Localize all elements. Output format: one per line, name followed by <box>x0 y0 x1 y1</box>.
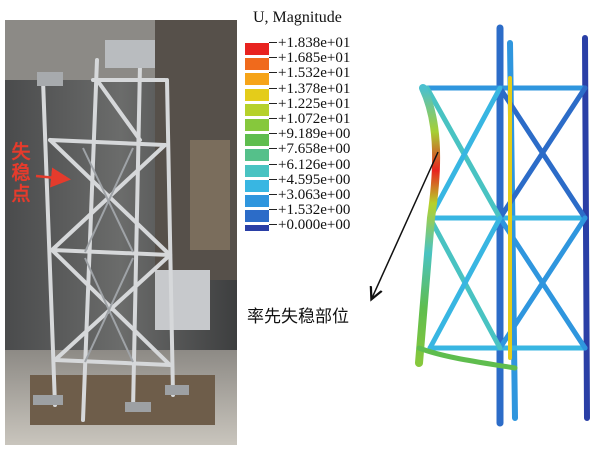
legend-label: +4.595e+00 <box>278 171 351 188</box>
legend-swatch <box>245 58 269 71</box>
legend-label: +1.532e+00 <box>278 202 351 219</box>
legend-label: +1.072e+01 <box>278 111 351 127</box>
instability-point-label: 失稳点 <box>11 141 31 205</box>
legend-swatch <box>245 195 269 207</box>
fea-displacement-model <box>415 24 590 427</box>
legend-label: +6.126e+00 <box>278 156 351 173</box>
legend-swatch <box>245 88 269 101</box>
legend-swatch <box>245 73 269 86</box>
legend-tick <box>269 148 277 150</box>
specimen-photo <box>5 20 237 445</box>
legend-swatch <box>245 164 269 177</box>
legend-swatch <box>245 179 269 192</box>
legend-label: +0.000e+00 <box>278 217 351 234</box>
legend-entry: +4.595e+00 <box>245 172 395 192</box>
legend-label: +1.378e+01 <box>278 80 351 97</box>
legend-tick <box>269 133 277 135</box>
legend-label: +1.838e+01 <box>278 35 351 51</box>
legend-entry: +1.532e+00 <box>245 203 395 223</box>
legend-label: +3.063e+00 <box>278 187 351 203</box>
legend-tick <box>269 178 277 180</box>
legend-swatch <box>245 43 269 55</box>
legend-entry: +1.685e+01 <box>245 51 395 71</box>
first-instability-callout: 率先失稳部位 <box>247 307 349 327</box>
legend-entry: +9.189e+00 <box>245 127 395 147</box>
legend-swatch <box>245 149 269 162</box>
legend-tick <box>269 224 277 226</box>
legend-entry: +7.658e+00 <box>245 142 395 162</box>
legend-entry: +6.126e+00 <box>245 157 395 177</box>
legend-entry: +1.532e+01 <box>245 66 395 86</box>
legend-tick <box>269 57 277 59</box>
legend-swatch <box>245 225 269 232</box>
legend-label: +9.189e+00 <box>278 126 351 143</box>
legend-tick <box>269 118 277 119</box>
legend-entry: +1.378e+01 <box>245 81 395 101</box>
legend-tick <box>269 194 277 195</box>
legend-label: +1.685e+01 <box>278 50 351 67</box>
legend-entry: +1.225e+01 <box>245 96 395 116</box>
legend-tick <box>269 72 277 74</box>
legend-swatch <box>245 210 269 223</box>
legend-tick <box>269 87 277 89</box>
legend-tick <box>269 163 277 165</box>
legend-tick <box>269 102 277 104</box>
legend-label: +1.225e+01 <box>278 95 351 112</box>
legend-entry: +1.838e+01 <box>245 36 395 55</box>
legend-swatch <box>245 103 269 116</box>
legend-swatch <box>245 134 269 147</box>
legend-entry: +0.000e+00 <box>245 218 395 237</box>
legend-entry: +3.063e+00 <box>245 188 395 207</box>
legend-label: +7.658e+00 <box>278 141 351 158</box>
legend-label: +1.532e+01 <box>278 65 351 82</box>
legend-tick <box>269 42 277 43</box>
legend-swatch <box>245 119 269 131</box>
legend-tick <box>269 209 277 211</box>
legend-title: U, Magnitude <box>253 9 342 26</box>
legend-entry: +1.072e+01 <box>245 112 395 131</box>
